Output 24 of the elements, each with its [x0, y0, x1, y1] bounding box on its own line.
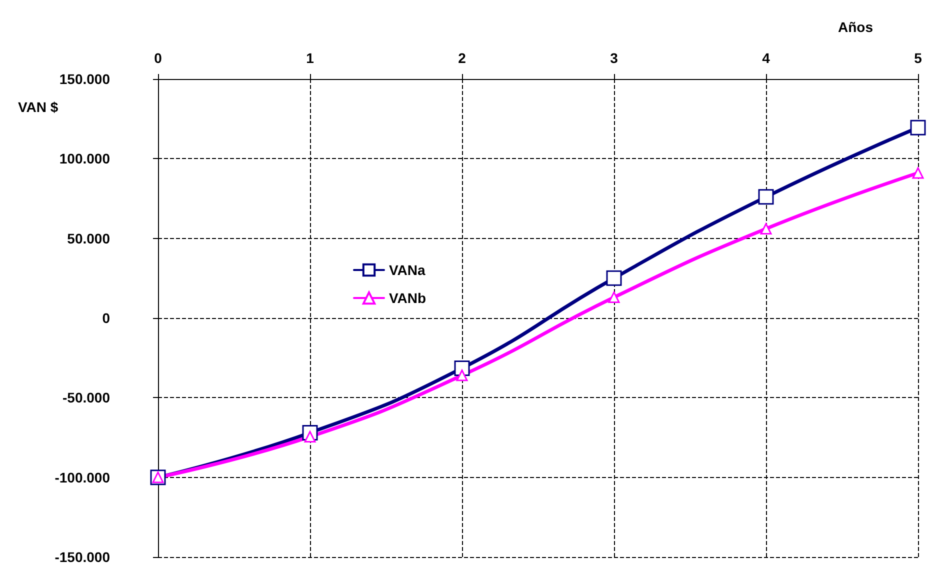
x-tick-label: 5 — [914, 50, 922, 66]
x-tick-label: 2 — [458, 50, 466, 66]
y-tick-label: 100.000 — [59, 150, 110, 167]
y-tick-label: 0 — [102, 310, 110, 326]
point — [608, 292, 620, 304]
x-tick-label: 0 — [154, 50, 162, 66]
y-tick-label: 50.000 — [67, 230, 110, 246]
point — [912, 167, 924, 179]
legend-label: VANb — [389, 290, 426, 306]
point — [758, 189, 774, 205]
point — [456, 370, 468, 382]
y-tick-label: -150.000 — [54, 549, 110, 565]
point — [910, 120, 926, 136]
x-tick-label: 3 — [610, 50, 618, 66]
x-tick-label: 1 — [306, 50, 314, 66]
y-tick-label: 150.000 — [59, 71, 110, 87]
point — [760, 223, 772, 235]
y-tick-label: -100.000 — [54, 469, 110, 486]
y-axis-title: VAN $ — [18, 99, 58, 115]
y-tick-label: -50.000 — [62, 390, 110, 406]
point — [606, 270, 622, 286]
legend-label: VANa — [389, 262, 426, 278]
x-tick-label: 4 — [762, 50, 770, 66]
x-axis-title: Años — [838, 19, 874, 35]
